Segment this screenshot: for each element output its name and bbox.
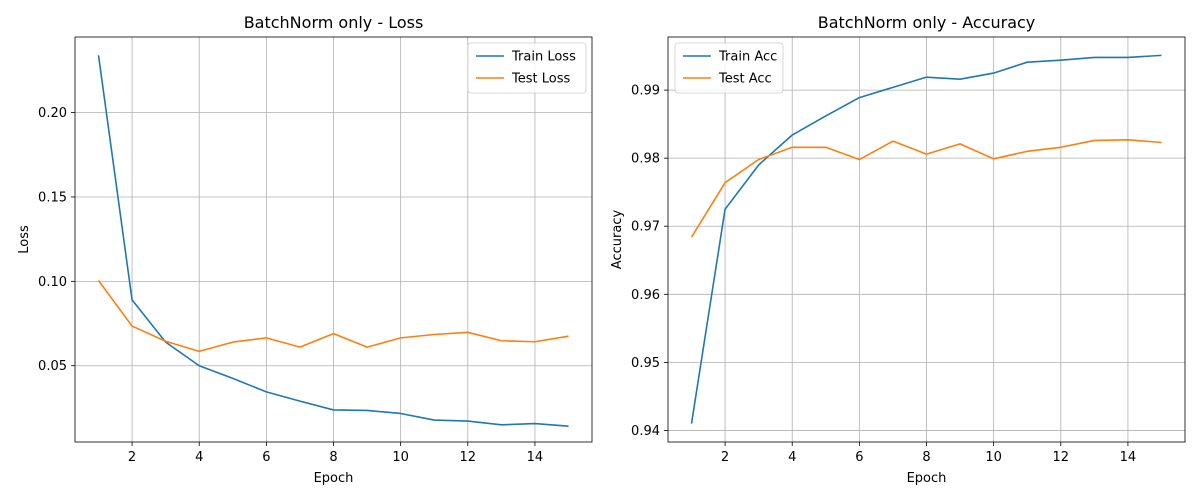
accuracy-chart-panel: 2 4 6 8 10 12 14 0.94 0.95 0.96 0.97 0.98 0.99 BatchN… xyxy=(610,13,1186,486)
accuracy-y-tick-label: 0.97 xyxy=(631,220,660,235)
accuracy-grid xyxy=(668,37,1185,442)
accuracy-x-tick-label: 6 xyxy=(855,450,863,465)
loss-legend: Train Loss Test Loss xyxy=(467,42,587,94)
accuracy-series-line-test-acc xyxy=(690,138,1162,238)
accuracy-y-tick-label: 0.96 xyxy=(631,288,660,303)
loss-x-tick-label: 6 xyxy=(262,450,270,465)
loss-y-tick-label: 0.20 xyxy=(38,106,67,121)
accuracy-x-tick-label: 4 xyxy=(788,450,796,465)
accuracy-legend-label: Train Acc xyxy=(718,50,777,65)
accuracy-x-tick-label: 14 xyxy=(1120,450,1137,465)
loss-y-tick-label: 0.10 xyxy=(38,275,67,290)
accuracy-chart-title: BatchNorm only - Accuracy xyxy=(818,13,1036,32)
accuracy-x-tick-label: 12 xyxy=(1053,450,1070,465)
loss-chart-title: BatchNorm only - Loss xyxy=(244,13,424,32)
accuracy-y-tick-label: 0.98 xyxy=(631,152,660,167)
accuracy-x-tick-label: 2 xyxy=(721,450,729,465)
loss-y-tick-label: 0.15 xyxy=(38,190,67,205)
loss-x-axis-label: Epoch xyxy=(314,471,354,486)
loss-y-axis-label: Loss xyxy=(17,225,32,254)
loss-y-tick-label: 0.05 xyxy=(38,359,67,374)
loss-chart-panel: 2 4 6 8 10 12 14 0.05 0.10 0.15 0.20 BatchNorm only… xyxy=(17,13,593,486)
loss-x-tick-label: 2 xyxy=(128,450,136,465)
loss-x-tick-label: 4 xyxy=(195,450,203,465)
accuracy-x-tick-label: 10 xyxy=(985,450,1002,465)
loss-legend-label: Test Loss xyxy=(511,72,570,87)
loss-x-tick-label: 12 xyxy=(460,450,477,465)
loss-grid xyxy=(75,37,592,442)
accuracy-y-tick-label: 0.94 xyxy=(631,424,660,439)
loss-x-tick-label: 10 xyxy=(392,450,409,465)
loss-series-line-test-loss xyxy=(97,280,569,353)
accuracy-x-tick-label: 8 xyxy=(922,450,930,465)
accuracy-y-axis-label: Accuracy xyxy=(610,210,625,270)
loss-x-tick-label: 8 xyxy=(329,450,337,465)
accuracy-legend-label: Test Acc xyxy=(718,72,772,87)
accuracy-y-tick-label: 0.95 xyxy=(631,356,660,371)
accuracy-legend: Train Acc Test Acc xyxy=(674,42,784,94)
loss-legend-label: Train Loss xyxy=(511,50,576,65)
loss-x-tick-label: 14 xyxy=(527,450,544,465)
accuracy-y-tick-label: 0.99 xyxy=(631,84,660,99)
accuracy-x-axis-label: Epoch xyxy=(907,471,947,486)
loss-series-line-train-loss xyxy=(97,55,569,427)
